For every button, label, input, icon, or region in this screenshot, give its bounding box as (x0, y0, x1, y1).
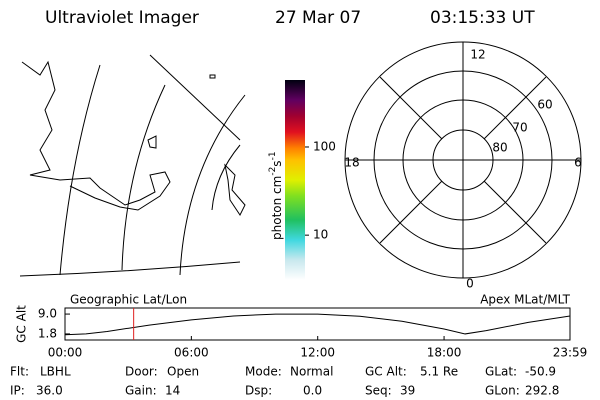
field-label: GLat: (485, 365, 517, 379)
field-label: GC Alt: (365, 365, 407, 379)
plot-frame (64, 307, 571, 341)
time: 03:15:33 UT (430, 8, 535, 28)
exponent: -1 (268, 151, 278, 160)
field-value: Normal (290, 365, 333, 379)
field-value: 14 (165, 384, 180, 398)
field-label: Flt: (10, 365, 29, 379)
x-tick-label: 18:00 (427, 346, 462, 360)
field-value: 292.8 (525, 384, 559, 398)
x-tick-label: 00:00 (48, 346, 83, 360)
field-label: IP: (10, 384, 25, 398)
field-value: 39 (400, 384, 415, 398)
field-value: LBHL (40, 365, 71, 379)
mlt-label: 0 (466, 277, 474, 291)
field-label: GLon: (485, 384, 520, 398)
title: Ultraviolet Imager (45, 8, 199, 28)
unit: photon cm (270, 176, 284, 240)
date: 27 Mar 07 (275, 8, 361, 28)
altitude-plot: 1.8 9.0 00:00 06:00 12:00 18:00 23:59 (38, 307, 587, 360)
colorbar-tick-label: 10 (313, 228, 328, 242)
lat-label: 70 (512, 121, 527, 135)
map-label: Geographic Lat/Lon (70, 293, 187, 307)
mlt-label: 6 (574, 156, 582, 170)
colorbar-tick-label: 100 (313, 139, 336, 153)
polar-label: Apex MLat/MLT (480, 293, 570, 307)
x-tick-label: 23:59 (553, 346, 588, 360)
field-label: Seq: (365, 384, 392, 398)
y-axis-label: GC Alt (15, 305, 29, 343)
mlt-label: 12 (470, 48, 485, 62)
field-value: 36.0 (36, 384, 63, 398)
field-value: Open (167, 365, 199, 379)
x-tick-label: 12:00 (300, 346, 335, 360)
field-value: 0.0 (303, 384, 322, 398)
altitude-line (64, 313, 571, 336)
field-label: Door: (125, 365, 158, 379)
y-tick-label: 9.0 (38, 307, 57, 321)
field-label: Mode: (245, 365, 282, 379)
field-label: Dsp: (245, 384, 272, 398)
mlt-label: 18 (344, 156, 359, 170)
x-tick-label: 06:00 (174, 346, 209, 360)
map (19, 54, 246, 277)
field-label: Gain: (125, 384, 157, 398)
field-value: 5.1 Re (420, 365, 458, 379)
info-panel: Flt: LBHL Door: Open Mode: Normal GC Alt: 5.1 R… (10, 365, 559, 398)
y-tick-label: 1.8 (38, 326, 57, 340)
lat-label: 80 (492, 141, 507, 155)
field-value: -50.9 (525, 365, 556, 379)
exponent: -2 (268, 167, 278, 176)
colorbar (285, 80, 305, 280)
colorbar-label: photon cm-2s-1 (268, 151, 284, 240)
polar-grid (344, 41, 582, 279)
lat-label: 60 (537, 98, 552, 112)
unit: s (270, 160, 284, 166)
